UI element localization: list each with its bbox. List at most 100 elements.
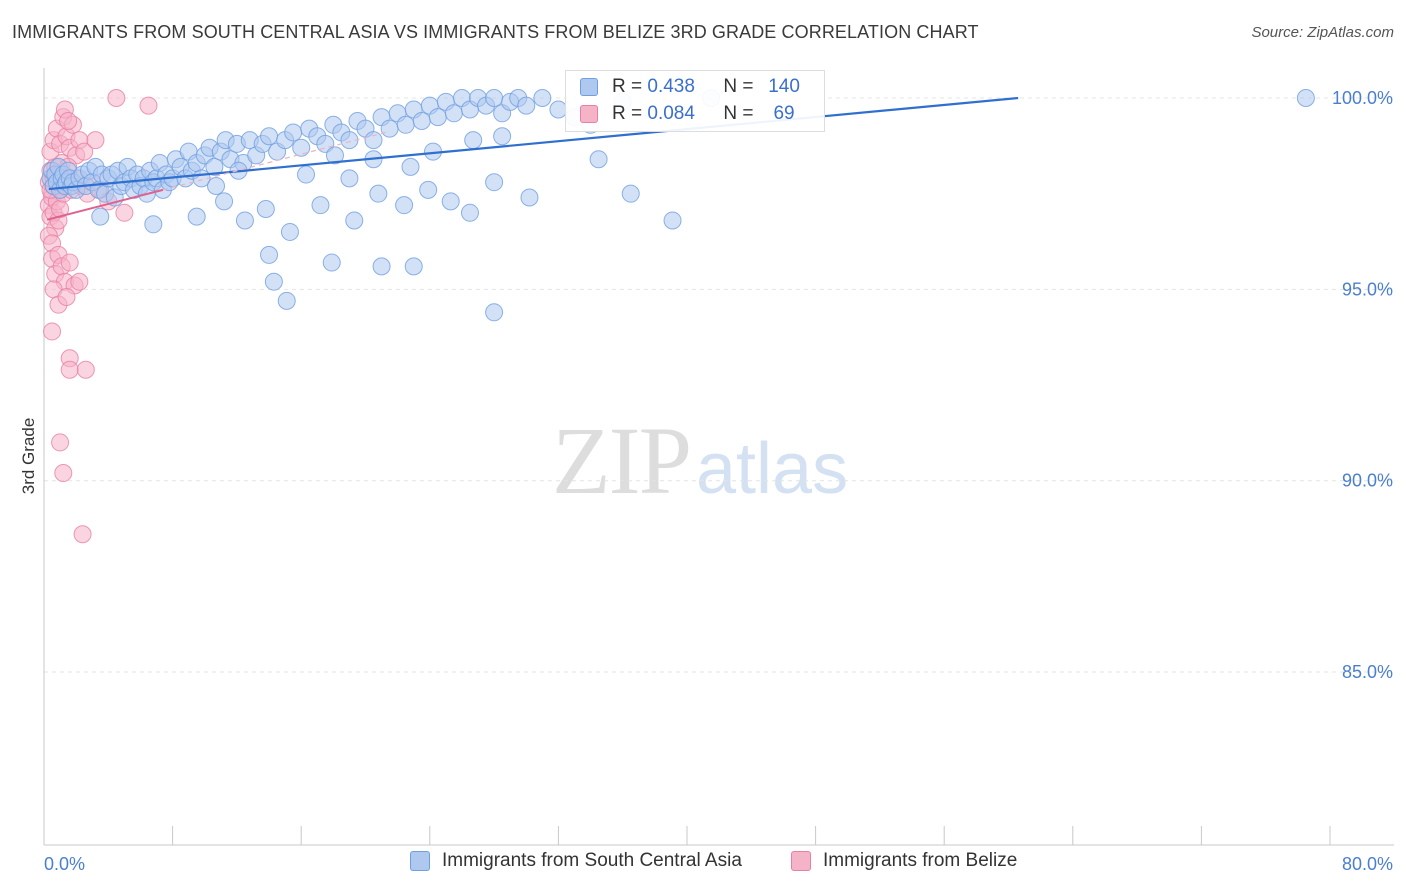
stats-swatch-blue <box>580 78 598 96</box>
south-central-asia-point-135 <box>493 127 512 146</box>
south-central-asia-point-103 <box>1296 89 1315 107</box>
south-central-asia-point-124 <box>372 257 391 276</box>
south-central-asia-point-85 <box>428 108 447 127</box>
south-central-asia-point-113 <box>369 184 388 203</box>
stats-r-label-blue: R = <box>612 76 643 97</box>
south-central-asia-point-127 <box>621 184 640 203</box>
grid-lines <box>44 97 1394 673</box>
belize-point-44 <box>57 288 76 307</box>
stats-swatch-pink <box>580 105 598 123</box>
legend-swatch-blue <box>410 851 430 871</box>
stats-r-value-blue: 0.438 <box>647 76 695 97</box>
south-central-asia-point-110 <box>280 222 299 241</box>
south-central-asia-point-134 <box>464 131 483 150</box>
belize-point-67 <box>75 142 94 161</box>
belize-point-48 <box>76 360 95 379</box>
x-tick-label-min: 0.0% <box>44 854 85 874</box>
y-tick-label-3: 85.0% <box>1342 662 1393 682</box>
belize-point-39 <box>60 253 79 272</box>
south-central-asia-point-83 <box>412 111 431 130</box>
x-tick-label-max: 80.0% <box>1342 854 1393 874</box>
stats-n-value-blue: 140 <box>768 76 800 97</box>
south-central-asia-point-132 <box>401 157 420 176</box>
south-central-asia-point-120 <box>260 245 279 264</box>
south-central-asia-point-97 <box>533 89 552 107</box>
belize-points <box>39 89 158 544</box>
south-central-asia-point-125 <box>404 257 423 276</box>
y-tick-label-2: 90.0% <box>1342 471 1393 491</box>
legend-item-south-central-asia[interactable]: Immigrants from South Central Asia <box>410 850 742 872</box>
tick-labels: 100.0% 95.0% 90.0% 85.0% 0.0% 80.0% 3rd Grade <box>19 88 1393 874</box>
south-central-asia-point-119 <box>520 188 539 207</box>
south-central-asia-point-118 <box>485 173 504 192</box>
south-central-asia-points <box>41 89 1315 322</box>
south-central-asia-point-67 <box>284 123 303 142</box>
belize-point-65 <box>115 203 134 222</box>
south-central-asia-point-77 <box>364 131 383 150</box>
south-central-asia-point-105 <box>144 215 163 234</box>
legend-swatch-pink <box>791 851 811 871</box>
stats-n-value-pink: 69 <box>773 103 795 124</box>
watermark-atlas: atlas <box>696 429 849 509</box>
trend-line-south-central-asia <box>48 96 1019 191</box>
south-central-asia-point-116 <box>441 192 460 211</box>
stats-r-label-pink: R = <box>612 103 643 124</box>
belize-point-47 <box>60 360 79 379</box>
belize-point-41 <box>70 272 89 291</box>
chart-legend: Immigrants from South Central Asia Immig… <box>0 850 1406 880</box>
watermark: ZIPatlas <box>552 405 848 516</box>
south-central-asia-point-130 <box>340 169 359 188</box>
south-central-asia-point-108 <box>235 211 254 230</box>
south-central-asia-point-111 <box>311 196 330 215</box>
legend-label-south-central-asia: Immigrants from South Central Asia <box>442 850 742 871</box>
south-central-asia-point-107 <box>215 192 234 211</box>
south-central-asia-point-137 <box>297 165 316 184</box>
south-central-asia-point-136 <box>325 146 344 165</box>
stats-n-label-pink: N = <box>723 103 754 124</box>
south-central-asia-point-96 <box>517 96 536 115</box>
belize-point-32 <box>107 89 126 107</box>
belize-point-31 <box>59 111 78 130</box>
south-central-asia-point-87 <box>444 104 463 123</box>
south-central-asia-point-106 <box>187 207 206 226</box>
south-central-asia-point-64 <box>260 127 279 146</box>
trend-extension-belize <box>162 130 390 191</box>
south-central-asia-point-68 <box>292 138 311 157</box>
belize-point-45 <box>43 322 62 341</box>
south-central-asia-point-123 <box>322 253 341 272</box>
south-central-asia-point-104 <box>91 207 110 226</box>
y-tick-label-1: 95.0% <box>1342 279 1393 299</box>
south-central-asia-point-55 <box>205 157 224 176</box>
source-credit: Source: ZipAtlas.com <box>1251 24 1394 41</box>
south-central-asia-point-117 <box>460 203 479 222</box>
axes <box>43 68 1394 846</box>
belize-point-68 <box>86 131 105 150</box>
belize-point-51 <box>73 525 92 544</box>
south-central-asia-point-81 <box>396 115 415 134</box>
south-central-asia-point-112 <box>345 211 364 230</box>
legend-item-belize[interactable]: Immigrants from Belize <box>791 850 1017 872</box>
watermark-zip: ZIP <box>552 407 692 514</box>
trend-line-belize <box>46 188 164 221</box>
stats-box: R = 0.438 N = 140 R = 0.084 N = 69 <box>565 70 825 132</box>
y-axis-label: 3rd Grade <box>19 418 38 495</box>
stats-r-value-pink: 0.084 <box>647 103 695 124</box>
south-central-asia-point-79 <box>380 119 399 138</box>
trend-lines <box>46 96 1019 221</box>
south-central-asia-point-126 <box>485 303 504 322</box>
legend-label-belize: Immigrants from Belize <box>823 850 1018 871</box>
south-central-asia-point-92 <box>485 89 504 107</box>
stats-row-blue: R = 0.438 N = 140 <box>580 74 804 100</box>
y-tick-label-0: 100.0% <box>1332 88 1393 108</box>
south-central-asia-point-122 <box>277 291 296 310</box>
stats-row-pink: R = 0.084 N = 69 <box>580 101 804 127</box>
south-central-asia-point-115 <box>419 180 438 199</box>
belize-point-33 <box>139 96 158 115</box>
belize-point-50 <box>54 464 73 483</box>
south-central-asia-point-128 <box>663 211 682 230</box>
south-central-asia-point-129 <box>589 150 608 169</box>
south-central-asia-point-109 <box>256 199 275 218</box>
chart-title: IMMIGRANTS FROM SOUTH CENTRAL ASIA VS IM… <box>12 22 979 42</box>
belize-point-49 <box>51 433 70 452</box>
